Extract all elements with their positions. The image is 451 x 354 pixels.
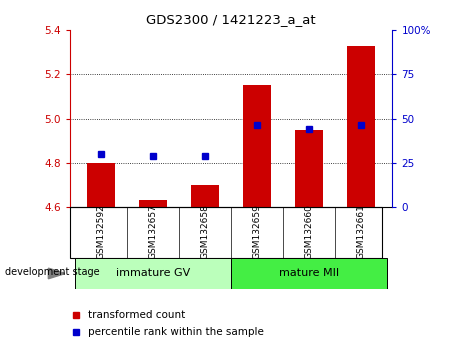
Bar: [139, 200, 167, 207]
Text: immature GV: immature GV: [116, 268, 190, 279]
Text: mature MII: mature MII: [279, 268, 339, 279]
Text: development stage: development stage: [5, 267, 99, 277]
Bar: [191, 185, 220, 207]
Bar: [347, 46, 376, 207]
Title: GDS2300 / 1421223_a_at: GDS2300 / 1421223_a_at: [146, 13, 316, 26]
Text: GSM132657: GSM132657: [149, 204, 157, 259]
Text: GSM132658: GSM132658: [201, 204, 210, 259]
Text: percentile rank within the sample: percentile rank within the sample: [87, 327, 263, 337]
Text: GSM132592: GSM132592: [97, 204, 106, 259]
Bar: [75, 258, 231, 289]
Bar: [231, 258, 387, 289]
Text: GSM132659: GSM132659: [253, 204, 262, 259]
Text: transformed count: transformed count: [87, 310, 185, 320]
Text: GSM132660: GSM132660: [305, 204, 313, 259]
Text: GSM132661: GSM132661: [357, 204, 366, 259]
Bar: [87, 163, 115, 207]
Bar: [295, 130, 323, 207]
Bar: [243, 85, 272, 207]
Polygon shape: [48, 268, 65, 279]
